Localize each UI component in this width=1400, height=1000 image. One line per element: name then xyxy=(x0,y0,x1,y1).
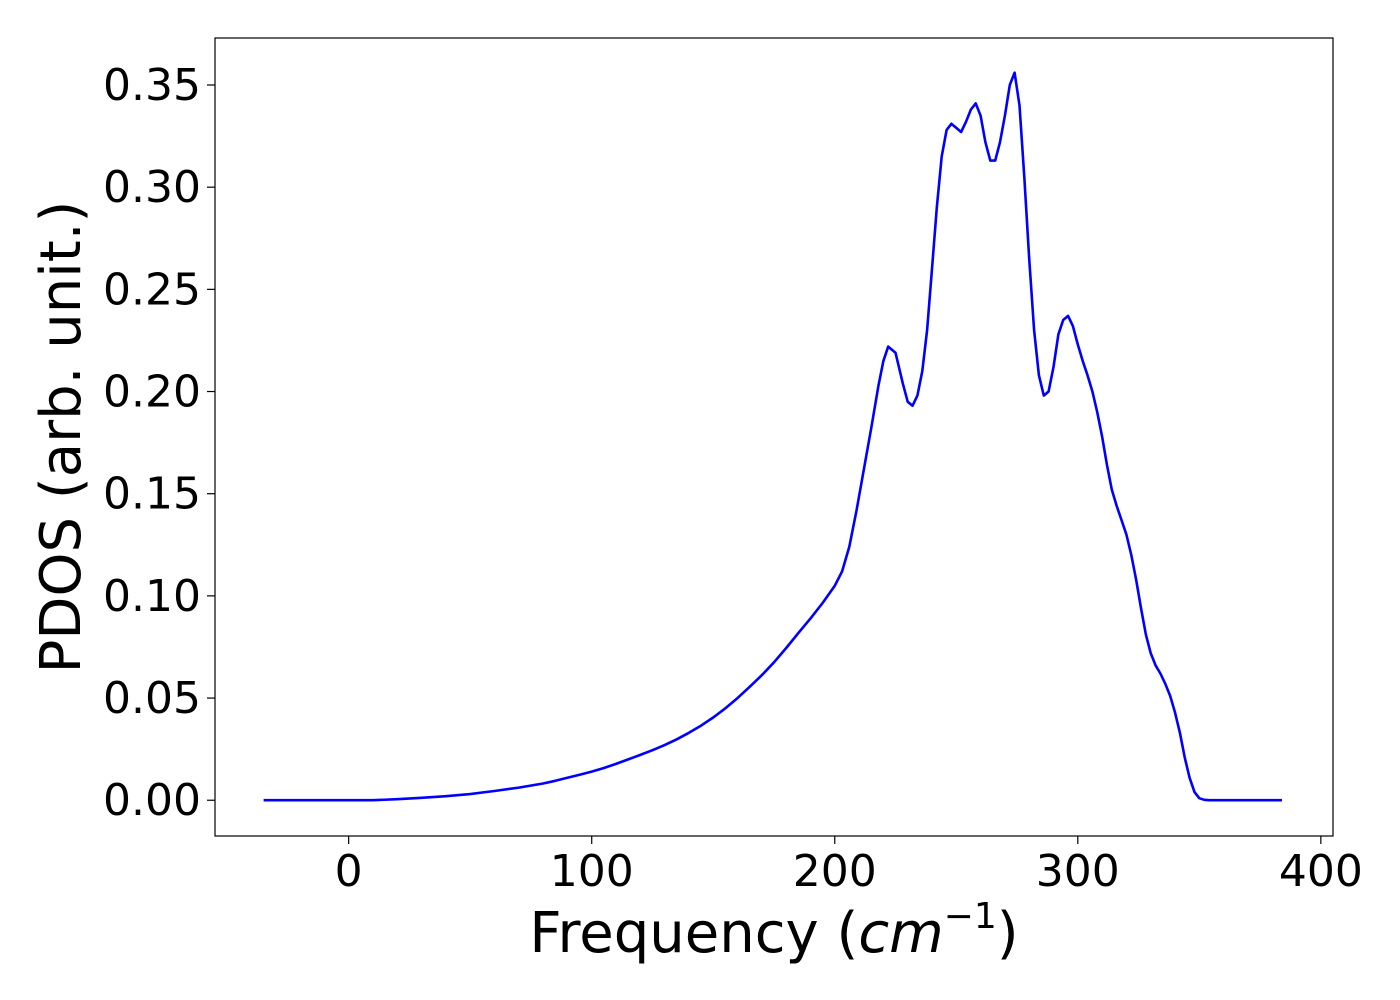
y-tick-label: 0.35 xyxy=(103,60,201,111)
y-tick-label: 0.30 xyxy=(103,162,201,213)
y-tick-label: 0.10 xyxy=(103,571,201,622)
x-tick-label: 300 xyxy=(1036,846,1120,897)
plot-area xyxy=(214,37,1334,837)
series-layer xyxy=(263,71,1282,802)
x-axis-ticks: 0 100 200 300 400 xyxy=(335,836,1363,897)
x-axis-label-exponent: −1 xyxy=(944,896,997,937)
x-tick-label: 200 xyxy=(793,846,877,897)
x-tick-label: 0 xyxy=(335,846,363,897)
x-tick-label: 400 xyxy=(1279,846,1363,897)
y-tick-label: 0.05 xyxy=(103,673,201,724)
x-axis-label: Frequency (cm−1) xyxy=(529,896,1018,966)
x-axis-label-unit: cm xyxy=(858,901,943,966)
x-axis-label-close: ) xyxy=(997,901,1019,966)
y-tick-label: 0.15 xyxy=(103,469,201,520)
y-tick-label: 0.25 xyxy=(103,264,201,315)
x-tick-label: 100 xyxy=(550,846,634,897)
series-line-0 xyxy=(263,71,1282,802)
y-axis-ticks: 0.00 0.05 0.10 0.15 0.20 0.25 0.30 0.35 xyxy=(103,60,215,826)
x-axis-label-text: Frequency ( xyxy=(529,901,858,966)
y-axis-label: PDOS (arb. unit.) xyxy=(29,201,94,674)
y-tick-label: 0.20 xyxy=(103,367,201,418)
y-tick-label: 0.00 xyxy=(103,775,201,826)
